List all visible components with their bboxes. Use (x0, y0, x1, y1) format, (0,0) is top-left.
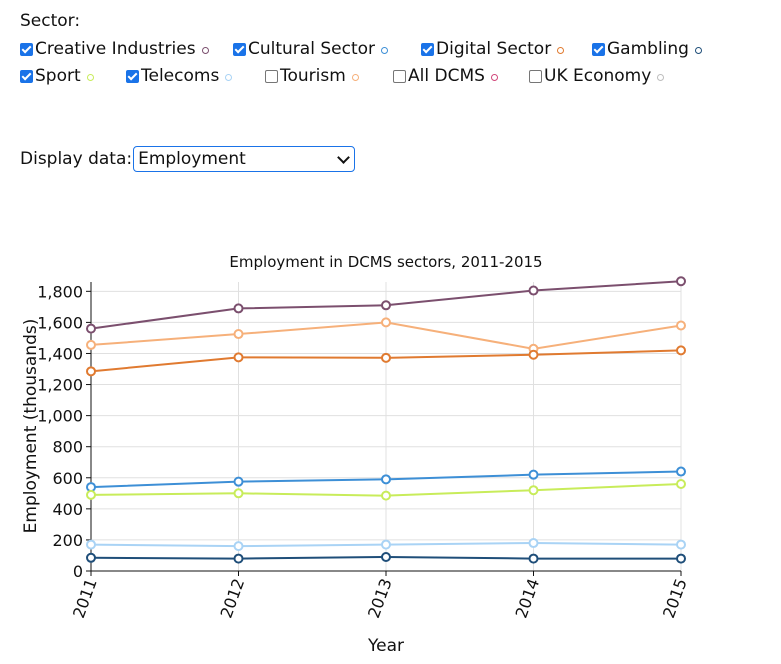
y-tick-label: 1,600 (37, 313, 83, 332)
data-point (233, 541, 244, 552)
data-point (528, 349, 539, 360)
sector-checkbox-label: Creative Industries (35, 39, 196, 59)
sector-checkbox[interactable] (20, 42, 33, 56)
data-point (233, 476, 244, 487)
data-point (86, 489, 96, 500)
sector-checkbox-label: UK Economy (544, 66, 652, 86)
legend-dot-icon (201, 47, 209, 54)
x-tick-label: 2012 (216, 576, 248, 621)
display-data-row: Display data: Employment (20, 146, 356, 172)
data-point (86, 323, 96, 334)
data-point (381, 317, 391, 328)
chart-series (86, 276, 686, 564)
data-point (528, 538, 539, 549)
sector-checkbox[interactable] (529, 69, 542, 83)
sector-checkbox[interactable] (265, 69, 278, 83)
sector-checkbox[interactable] (393, 69, 406, 83)
sector-checkbox-item[interactable]: Cultural Sector (233, 39, 388, 59)
display-data-value: Employment (138, 149, 246, 169)
sector-checkbox-label: Gambling (607, 39, 689, 59)
display-data-label: Display data: (20, 149, 133, 169)
data-point (676, 539, 686, 550)
data-point (676, 276, 686, 287)
data-point (233, 352, 244, 363)
legend-dot-icon (225, 74, 233, 81)
sector-checkbox-item[interactable]: Creative Industries (20, 39, 209, 59)
legend-dot-icon (86, 74, 94, 81)
sector-checkbox-item[interactable]: Tourism (265, 66, 359, 86)
data-point (381, 300, 391, 311)
legend-dot-icon (557, 47, 565, 54)
sector-checkbox-label: Telecoms (141, 66, 220, 86)
chart-axes: 0 200 400 600 800 1,000 1,200 1,400 1,600 1,800 20… (37, 282, 691, 621)
sector-checkbox[interactable] (421, 42, 434, 56)
x-tick-label: 2015 (659, 576, 691, 621)
data-point (676, 553, 686, 564)
sector-checkbox[interactable] (126, 69, 139, 83)
employment-chart: Employment in DCMS sectors, 2011-2015 02… (21, 253, 691, 656)
y-tick-label: 0 (73, 562, 83, 581)
y-tick-label: 800 (52, 438, 83, 457)
sector-checkbox-label: Digital Sector (436, 39, 552, 59)
y-tick-label: 200 (52, 531, 83, 550)
data-point (676, 478, 686, 489)
sector-checkbox[interactable] (20, 69, 33, 83)
sector-checkbox-item[interactable]: All DCMS (393, 66, 498, 86)
data-point (676, 345, 686, 356)
data-point (86, 339, 96, 350)
data-point (86, 366, 96, 377)
y-tick-label: 600 (52, 469, 83, 488)
x-tick-label: 2013 (364, 576, 396, 621)
legend-dot-icon (657, 74, 665, 81)
sector-checkbox-label: Tourism (280, 66, 346, 86)
data-point (528, 285, 539, 296)
data-point (86, 539, 96, 550)
data-point (676, 320, 686, 331)
sector-checkbox-item[interactable]: UK Economy (529, 66, 665, 86)
sector-checkbox[interactable] (233, 42, 246, 56)
sector-checkbox-item[interactable]: Gambling (592, 39, 702, 59)
sector-checkbox-label: Cultural Sector (248, 39, 375, 59)
data-point (676, 466, 686, 477)
data-point (233, 303, 244, 314)
sector-checkbox[interactable] (592, 42, 605, 56)
y-tick-label: 1,400 (37, 344, 83, 363)
display-data-select[interactable]: Employment (133, 146, 356, 172)
y-tick-label: 1,000 (37, 407, 83, 426)
chart-title: Employment in DCMS sectors, 2011-2015 (229, 253, 542, 271)
x-axis-label: Year (367, 636, 404, 656)
legend-dot-icon (351, 74, 359, 81)
data-point (86, 552, 96, 563)
y-tick-label: 1,800 (37, 282, 83, 301)
data-point (233, 553, 244, 564)
legend-dot-icon (490, 74, 498, 81)
sector-checkbox-label: Sport (35, 66, 81, 86)
data-point (528, 553, 539, 564)
data-point (381, 490, 391, 501)
y-axis-label: Employment (thousands) (21, 319, 41, 534)
data-point (528, 469, 539, 480)
data-point (381, 352, 391, 363)
chevron-down-icon (337, 150, 350, 164)
data-point (381, 539, 391, 550)
y-tick-label: 400 (52, 500, 83, 519)
y-tick-label: 1,200 (37, 376, 83, 395)
legend-dot-icon (694, 47, 702, 54)
x-tick-label: 2014 (511, 576, 543, 621)
sector-checkbox-item[interactable]: Sport (20, 66, 94, 86)
data-point (233, 488, 244, 499)
sector-label: Sector: (20, 11, 81, 31)
sector-checkbox-item[interactable]: Telecoms (126, 66, 233, 86)
data-point (528, 485, 539, 496)
sector-checkbox-label: All DCMS (408, 66, 485, 86)
data-point (233, 329, 244, 340)
data-point (381, 474, 391, 485)
data-point (381, 552, 391, 563)
sector-checkbox-item[interactable]: Digital Sector (421, 39, 565, 59)
legend-dot-icon (381, 47, 388, 54)
x-tick-label: 2011 (69, 576, 101, 621)
